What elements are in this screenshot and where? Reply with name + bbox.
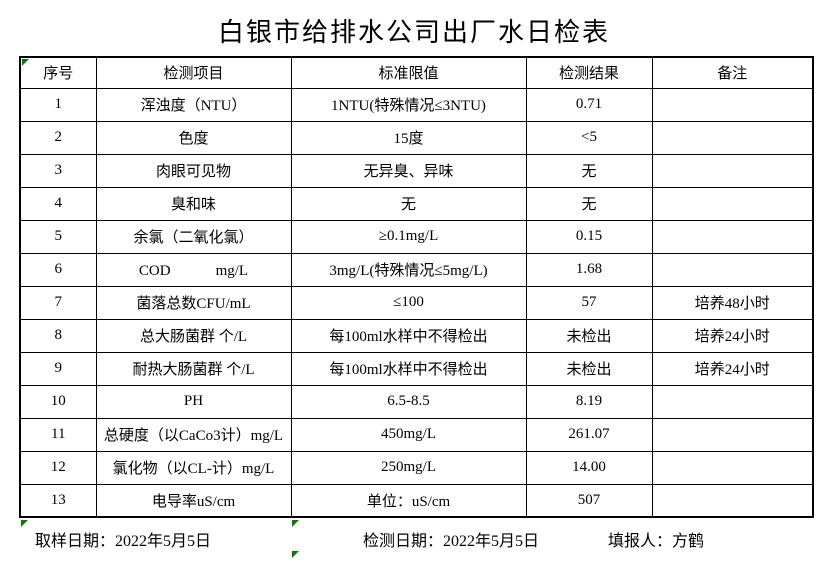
cell-limit: 250mg/L	[290, 450, 527, 485]
cell-index: 9	[19, 351, 97, 386]
cell-remark	[651, 186, 814, 221]
cell-index: 4	[19, 186, 97, 221]
cell-index: 10	[19, 384, 97, 419]
cell-result: 261.07	[525, 417, 653, 452]
cell-remark	[651, 219, 814, 254]
cell-limit: 450mg/L	[290, 417, 527, 452]
cell-index: 13	[19, 483, 97, 518]
cell-limit: ≥0.1mg/L	[290, 219, 527, 254]
cell-remark	[651, 450, 814, 485]
table-row: 5 余氯（二氧化氯） ≥0.1mg/L 0.15	[19, 219, 814, 254]
table-row: 8 总大肠菌群 个/L 每100ml水样中不得检出 未检出 培养24小时	[19, 318, 814, 353]
cell-limit: 每100ml水样中不得检出	[290, 351, 527, 386]
cell-item: 总硬度（以CaCo3计）mg/L	[95, 417, 292, 452]
cell-limit: 15度	[290, 120, 527, 155]
cell-result: 8.19	[525, 384, 653, 419]
cell-result: 57	[525, 285, 653, 320]
cell-result: 未检出	[525, 351, 653, 386]
table-row: 13 电导率uS/cm 单位：uS/cm 507	[19, 483, 814, 518]
table-row: 2 色度 15度 <5	[19, 120, 814, 155]
cell-limit: 单位：uS/cm	[290, 483, 527, 518]
cell-item: 菌落总数CFU/mL	[95, 285, 292, 320]
cell-limit: 无	[290, 186, 527, 221]
col-header-item: 检测项目	[95, 56, 292, 89]
cell-index: 8	[19, 318, 97, 353]
inspection-table: 序号 检测项目 标准限值 检测结果 备注 1 浑浊度（NTU） 1NTU(特殊情…	[19, 56, 814, 518]
cell-item: 余氯（二氧化氯）	[95, 219, 292, 254]
cell-remark	[651, 87, 814, 122]
cell-remark	[651, 384, 814, 419]
cell-error-indicator-icon	[292, 551, 299, 558]
cell-item: 总大肠菌群 个/L	[95, 318, 292, 353]
sampling-date-label: 取样日期：2022年5月5日	[35, 533, 212, 550]
cell-item: 耐热大肠菌群 个/L	[95, 351, 292, 386]
cell-index: 3	[19, 153, 97, 188]
table-row: 4 臭和味 无 无	[19, 186, 814, 221]
table-row: 1 浑浊度（NTU） 1NTU(特殊情况≤3NTU) 0.71	[19, 87, 814, 122]
cell-item: 臭和味	[95, 186, 292, 221]
cell-result: 507	[525, 483, 653, 518]
cell-index: 5	[19, 219, 97, 254]
cell-result: 无	[525, 186, 653, 221]
cell-limit: ≤100	[290, 285, 527, 320]
col-header-remark: 备注	[651, 56, 814, 89]
cell-remark	[651, 252, 814, 287]
testing-date-label: 检测日期：2022年5月5日	[363, 533, 540, 550]
cell-index: 12	[19, 450, 97, 485]
cell-item: 浑浊度（NTU）	[95, 87, 292, 122]
cell-index: 2	[19, 120, 97, 155]
cell-remark	[651, 120, 814, 155]
table-row: 12 氯化物（以CL-计）mg/L 250mg/L 14.00	[19, 450, 814, 485]
table-header-row: 序号 检测项目 标准限值 检测结果 备注	[19, 56, 814, 89]
cell-result: 0.15	[525, 219, 653, 254]
cell-limit: 1NTU(特殊情况≤3NTU)	[290, 87, 527, 122]
page-title: 白银市给排水公司出厂水日检表	[217, 18, 610, 47]
cell-limit: 无异臭、异味	[290, 153, 527, 188]
cell-error-indicator-icon	[22, 59, 29, 66]
cell-remark	[651, 153, 814, 188]
cell-result: 1.68	[525, 252, 653, 287]
cell-remark	[651, 417, 814, 452]
cell-remark: 培养48小时	[651, 285, 814, 320]
cell-item: COD mg/L	[95, 252, 292, 287]
table-row: 10 PH 6.5-8.5 8.19	[19, 384, 814, 419]
cell-result: 无	[525, 153, 653, 188]
cell-remark: 培养24小时	[651, 351, 814, 386]
cell-result: 14.00	[525, 450, 653, 485]
cell-item: 肉眼可见物	[95, 153, 292, 188]
col-header-result: 检测结果	[525, 56, 653, 89]
cell-remark: 培养24小时	[651, 318, 814, 353]
table-row: 3 肉眼可见物 无异臭、异味 无	[19, 153, 814, 188]
cell-index: 7	[19, 285, 97, 320]
col-header-limit: 标准限值	[290, 56, 527, 89]
table-row: 9 耐热大肠菌群 个/L 每100ml水样中不得检出 未检出 培养24小时	[19, 351, 814, 386]
cell-result: 0.71	[525, 87, 653, 122]
table-row: 6 COD mg/L 3mg/L(特殊情况≤5mg/L) 1.68	[19, 252, 814, 287]
cell-item: 色度	[95, 120, 292, 155]
cell-limit: 每100ml水样中不得检出	[290, 318, 527, 353]
cell-item: 氯化物（以CL-计）mg/L	[95, 450, 292, 485]
cell-item: PH	[95, 384, 292, 419]
table-row: 7 菌落总数CFU/mL ≤100 57 培养48小时	[19, 285, 814, 320]
cell-result: <5	[525, 120, 653, 155]
table-row: 11 总硬度（以CaCo3计）mg/L 450mg/L 261.07	[19, 417, 814, 452]
cell-result: 未检出	[525, 318, 653, 353]
cell-limit: 6.5-8.5	[290, 384, 527, 419]
cell-error-indicator-icon	[292, 520, 299, 527]
cell-item: 电导率uS/cm	[95, 483, 292, 518]
cell-error-indicator-icon	[21, 520, 28, 527]
cell-limit: 3mg/L(特殊情况≤5mg/L)	[290, 252, 527, 287]
cell-remark	[651, 483, 814, 518]
cell-index: 1	[19, 87, 97, 122]
col-header-index: 序号	[19, 56, 97, 89]
cell-index: 6	[19, 252, 97, 287]
cell-index: 11	[19, 417, 97, 452]
reporter-label: 填报人：方鹤	[608, 533, 705, 550]
